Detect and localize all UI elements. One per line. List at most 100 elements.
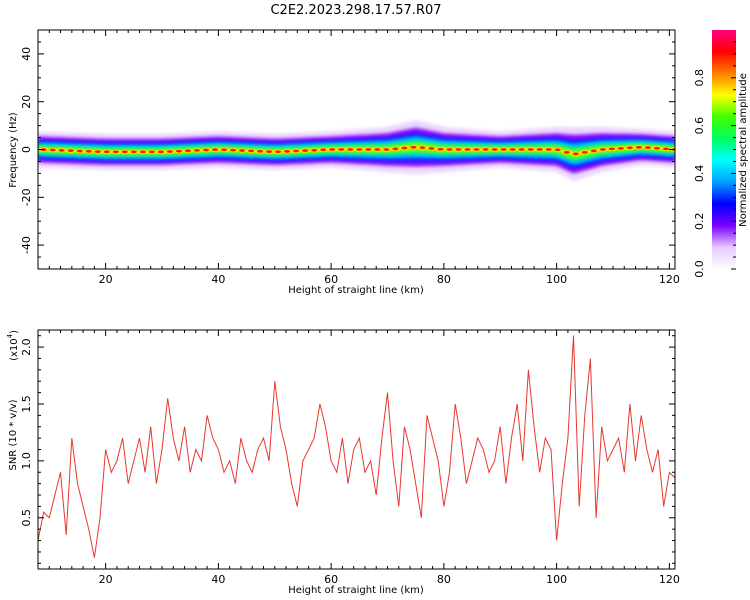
x-tick-label: 80 bbox=[437, 573, 451, 586]
colorbar-tick-label: 0.4 bbox=[693, 165, 706, 183]
band-core-red bbox=[581, 150, 588, 154]
band-core-red bbox=[58, 148, 65, 152]
spectrogram-y-axis-label: Frequency (Hz) bbox=[8, 112, 19, 188]
band-core-red bbox=[284, 149, 291, 153]
band-core-red bbox=[446, 148, 453, 151]
colorbar-label: Normalized spectral amplitude bbox=[738, 73, 749, 227]
snr-x-axis-label: Height of straight line (km) bbox=[288, 585, 424, 596]
band-core-red bbox=[221, 148, 228, 152]
band-core-red bbox=[644, 146, 651, 149]
band-core-red bbox=[49, 148, 56, 152]
band-core-red bbox=[374, 148, 381, 151]
band-core-red bbox=[653, 146, 660, 150]
x-tick-label: 60 bbox=[324, 573, 338, 586]
y-tick-label: 20 bbox=[20, 95, 33, 109]
band-core-red bbox=[464, 148, 471, 151]
y-tick-label: 40 bbox=[20, 47, 33, 61]
x-tick-label: 40 bbox=[211, 573, 225, 586]
band-core-red bbox=[157, 150, 164, 154]
chart-title: C2E2.2023.298.17.57.R07 bbox=[270, 3, 441, 18]
colorbar-tick-label: 0.8 bbox=[693, 69, 706, 87]
x-tick-label: 60 bbox=[324, 273, 338, 286]
spectrogram-x-axis-label: Height of straight line (km) bbox=[288, 285, 424, 296]
band-core-red bbox=[473, 148, 480, 151]
x-tick-label: 40 bbox=[211, 273, 225, 286]
snr-scale-label: (x104) bbox=[6, 330, 20, 361]
snr-panel: 20 40 60 80 100 120 0.5 1.0 1.5 2.0 Height of str… bbox=[6, 329, 680, 596]
band-core-red bbox=[212, 148, 219, 152]
band-core-red bbox=[356, 148, 363, 151]
band-core-red bbox=[338, 148, 345, 151]
band-core-red bbox=[455, 148, 462, 151]
band-core-red bbox=[184, 149, 191, 153]
band-core-red bbox=[590, 149, 597, 153]
colorbar-fill bbox=[712, 30, 736, 269]
band-core-red bbox=[130, 150, 137, 154]
band-core-red bbox=[193, 149, 200, 152]
colorbar-tick-label: 0.6 bbox=[693, 117, 706, 135]
band-core-red bbox=[320, 148, 327, 152]
snr-y-axis-label: SNR (10 * v/v) bbox=[8, 399, 19, 470]
band-core-red bbox=[202, 148, 209, 152]
colorbar: 0.0 0.2 0.4 0.6 0.8 Normalized spectral ampl… bbox=[693, 30, 749, 278]
band-core-red bbox=[572, 152, 579, 156]
band-core-red bbox=[257, 149, 264, 153]
band-core-red bbox=[410, 145, 417, 149]
x-tick-label: 80 bbox=[437, 273, 451, 286]
x-tick-label: 20 bbox=[99, 273, 113, 286]
band-core-red bbox=[617, 146, 624, 150]
colorbar-ticks: 0.0 0.2 0.4 0.6 0.8 bbox=[693, 41, 736, 278]
y-tick-label: -40 bbox=[20, 236, 33, 254]
band-core-red bbox=[103, 150, 110, 154]
band-core-red bbox=[139, 150, 146, 154]
band-core-red bbox=[175, 149, 182, 153]
band-core-red bbox=[85, 149, 92, 153]
band-core-red bbox=[509, 148, 516, 151]
spectrogram-panel: 20 40 60 80 100 120 40 20 0 -20 -40 Height of stra… bbox=[8, 29, 680, 296]
colorbar-tick-label: 0.0 bbox=[693, 260, 706, 278]
band-core-red bbox=[329, 148, 336, 151]
band-core-red bbox=[230, 148, 237, 152]
band-core-red bbox=[419, 146, 426, 150]
band-core-red bbox=[302, 149, 309, 152]
band-core-red bbox=[166, 150, 173, 153]
band-core-red bbox=[383, 148, 390, 151]
band-core-red bbox=[275, 150, 282, 154]
band-core-red bbox=[563, 150, 570, 154]
band-core-red bbox=[536, 148, 543, 151]
band-core-red bbox=[266, 150, 273, 154]
band-core-red bbox=[121, 150, 128, 154]
x-tick-label: 100 bbox=[546, 273, 567, 286]
band-core-red bbox=[347, 148, 354, 151]
band-core-red bbox=[608, 147, 615, 151]
band-core-red bbox=[626, 146, 633, 150]
band-core-red bbox=[365, 148, 372, 151]
band-core-red bbox=[518, 148, 525, 151]
spectrogram-ticks: 20 40 60 80 100 120 40 20 0 -20 -40 bbox=[20, 29, 680, 286]
y-tick-label: 0.5 bbox=[20, 509, 33, 527]
band-core-red bbox=[428, 147, 435, 150]
snr-ticks: 20 40 60 80 100 120 0.5 1.0 1.5 2.0 bbox=[20, 330, 680, 586]
band-core-red bbox=[437, 147, 444, 151]
band-core-red bbox=[392, 147, 399, 151]
band-core-red bbox=[662, 147, 669, 151]
x-tick-label: 120 bbox=[659, 273, 680, 286]
band-core-red bbox=[67, 149, 74, 153]
band-core-red bbox=[401, 146, 408, 150]
snr-scale-suffix: ) bbox=[9, 330, 20, 334]
band-core-red bbox=[491, 148, 498, 151]
colorbar-tick-label: 0.2 bbox=[693, 212, 706, 230]
band-core-red bbox=[76, 149, 83, 153]
y-tick-label: 0 bbox=[20, 146, 33, 153]
y-tick-label: -20 bbox=[20, 188, 33, 206]
x-tick-label: 120 bbox=[659, 573, 680, 586]
band-core-red bbox=[500, 148, 507, 151]
y-tick-label: 1.0 bbox=[20, 452, 33, 470]
snr-scale-exponent: 4 bbox=[6, 333, 14, 338]
band-core-red bbox=[599, 148, 606, 151]
y-tick-label: 2.0 bbox=[20, 338, 33, 356]
band-core-red bbox=[635, 145, 642, 149]
snr-series-line bbox=[38, 335, 675, 558]
band-core-red bbox=[94, 150, 101, 154]
